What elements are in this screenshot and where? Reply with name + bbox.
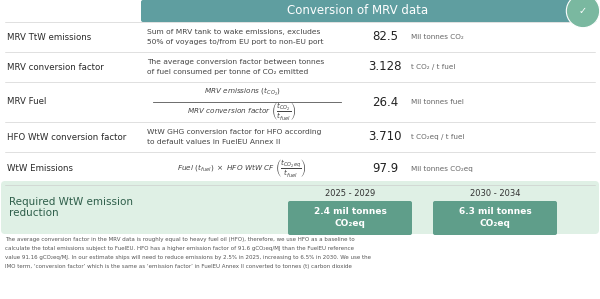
Text: WtW GHG conversion factor for HFO according: WtW GHG conversion factor for HFO accord… [147, 129, 322, 135]
Text: of fuel consumed per tonne of CO₂ emitted: of fuel consumed per tonne of CO₂ emitte… [147, 69, 308, 75]
Text: CO₂eq: CO₂eq [335, 219, 365, 228]
Text: Sum of MRV tank to wake emissions, excludes: Sum of MRV tank to wake emissions, exclu… [147, 29, 320, 35]
Text: Conversion of MRV data: Conversion of MRV data [287, 4, 428, 18]
FancyBboxPatch shape [433, 201, 557, 235]
Text: The average conversion factor in the MRV data is roughly equal to heavy fuel oil: The average conversion factor in the MRV… [5, 237, 355, 242]
FancyBboxPatch shape [1, 181, 599, 234]
Text: 97.9: 97.9 [372, 162, 398, 175]
Text: MRV Fuel: MRV Fuel [7, 97, 46, 106]
Text: 3.128: 3.128 [368, 60, 402, 74]
Text: 3.710: 3.710 [368, 130, 402, 144]
Text: Mil tonnes CO₂eq: Mil tonnes CO₂eq [411, 166, 473, 172]
Text: The average conversion factor between tonnes: The average conversion factor between to… [147, 59, 324, 65]
Text: t CO₂ / t fuel: t CO₂ / t fuel [411, 64, 455, 70]
Text: 50% of voyages to/from EU port to non-EU port: 50% of voyages to/from EU port to non-EU… [147, 39, 323, 45]
Text: value 91.16 gCO₂eq/MJ. In our estimate ships will need to reduce emissions by 2.: value 91.16 gCO₂eq/MJ. In our estimate s… [5, 255, 371, 260]
Text: $Fuel\ (t_{fuel})\ \times\ HFO\ WtW\ CF\ \left(\dfrac{t_{CO_{2}eq}}{t_{fuel}}\ri: $Fuel\ (t_{fuel})\ \times\ HFO\ WtW\ CF\… [177, 158, 307, 179]
Text: MRV TtW emissions: MRV TtW emissions [7, 33, 91, 42]
Text: to default values in FuelEU Annex II: to default values in FuelEU Annex II [147, 139, 280, 145]
Text: calculate the total emissions subject to FuelEU. HFO has a higher emission facto: calculate the total emissions subject to… [5, 246, 354, 251]
Text: Required WtW emission
reduction: Required WtW emission reduction [9, 197, 133, 218]
Text: 2.4 mil tonnes: 2.4 mil tonnes [314, 208, 386, 216]
Text: 26.4: 26.4 [372, 95, 398, 109]
Text: Mil tonnes fuel: Mil tonnes fuel [411, 99, 464, 105]
Text: 2025 - 2029: 2025 - 2029 [325, 188, 375, 198]
Text: 2030 - 2034: 2030 - 2034 [470, 188, 520, 198]
Text: MRV conversion factor: MRV conversion factor [7, 62, 104, 71]
FancyBboxPatch shape [141, 0, 597, 22]
Text: t CO₂eq / t fuel: t CO₂eq / t fuel [411, 134, 464, 140]
Text: $MRV\ conversion\ factor\ \left(\dfrac{t_{CO_2}}{t_{fuel}}\right)$: $MRV\ conversion\ factor\ \left(\dfrac{t… [187, 101, 296, 123]
Text: 82.5: 82.5 [372, 30, 398, 43]
Text: ✓: ✓ [579, 6, 587, 16]
Text: Mil tonnes CO₂: Mil tonnes CO₂ [411, 34, 464, 40]
FancyBboxPatch shape [288, 201, 412, 235]
Text: WtW Emissions: WtW Emissions [7, 164, 73, 173]
Text: $MRV\ emissions\ (t_{CO_2})$: $MRV\ emissions\ (t_{CO_2})$ [203, 86, 280, 98]
Text: CO₂eq: CO₂eq [479, 219, 511, 228]
Text: 6.3 mil tonnes: 6.3 mil tonnes [458, 208, 532, 216]
Text: IMO term, ‘conversion factor’ which is the same as ‘emission factor’ in FuelEU A: IMO term, ‘conversion factor’ which is t… [5, 264, 352, 269]
Text: HFO WtW conversion factor: HFO WtW conversion factor [7, 132, 126, 141]
